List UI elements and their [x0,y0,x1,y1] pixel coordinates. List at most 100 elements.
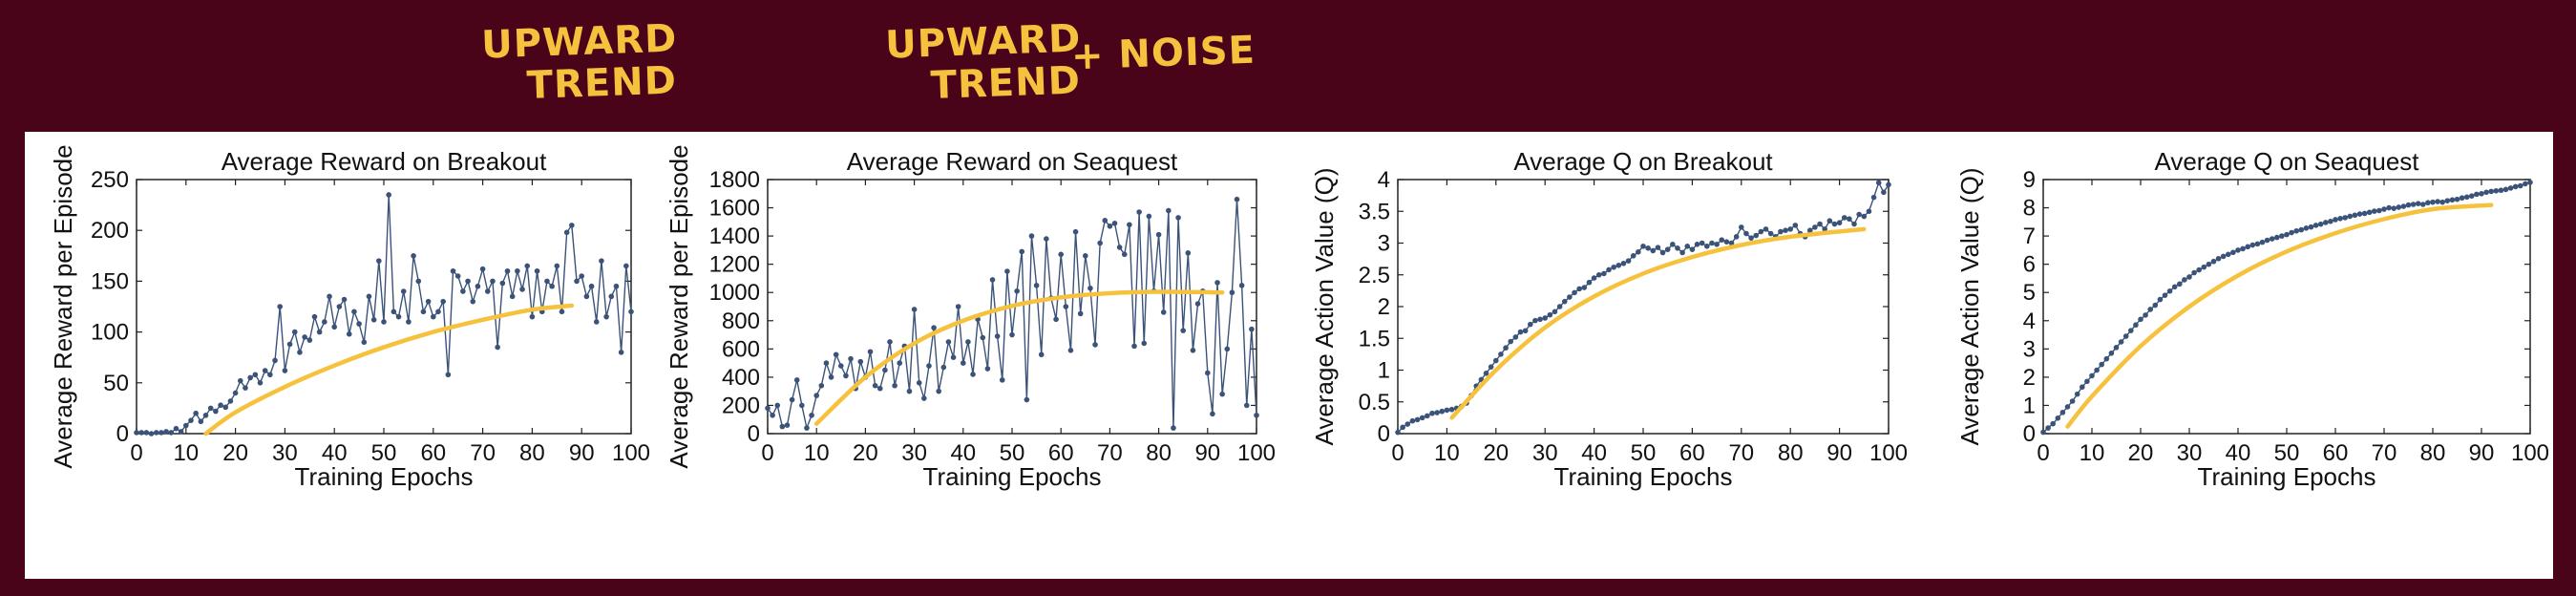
x-tick-label: 100 [1869,440,1908,466]
data-point [297,350,303,355]
data-point [2396,204,2402,210]
data-point [1595,271,1602,278]
data-point [2108,350,2115,356]
y-tick-label: 4 [1378,167,1390,193]
chart-1: Average Reward on Breakout 0 10 20 30 40 50 60 7… [49,144,650,491]
data-point [415,278,422,285]
data-point [1636,249,1641,255]
y-tick-label: 0 [748,421,760,447]
data-point [198,418,204,425]
x-tick-label: 90 [2469,440,2495,466]
data-point [2113,345,2120,351]
annotation-line1: UPWARD [480,16,679,68]
data-point [628,309,634,315]
data-point [460,288,466,294]
data-point [1067,348,1074,353]
data-point [138,430,144,436]
data-point [2215,255,2222,262]
data-point [445,372,452,378]
data-point [2420,202,2426,207]
annotation-line1: UPWARD [884,16,1083,68]
data-point [134,430,139,436]
data-point [1831,221,1838,227]
data-point [2264,237,2270,244]
y-tick-label: 50 [103,371,129,396]
x-tick-label: 30 [2177,440,2203,466]
data-point [618,350,624,355]
data-point [1058,251,1064,258]
x-tick-label: 10 [173,440,199,466]
data-point [252,372,259,378]
data-point [1664,246,1671,252]
data-point [857,358,864,365]
x-tick-label: 30 [1532,440,1558,466]
data-point [386,192,391,198]
y-tick-label: 200 [722,393,760,418]
x-tick-label: 100 [2511,440,2549,466]
x-tick-label: 40 [322,440,348,466]
data-point [804,425,810,431]
data-point [2333,217,2338,223]
y-tick-label: 1600 [709,196,760,222]
data-point [2430,199,2436,205]
data-point [1044,236,1049,242]
data-point [793,377,800,383]
data-point [1019,248,1025,255]
data-point [1087,285,1093,291]
y-tick-label: 0 [2023,421,2036,447]
y-tick-label: 5 [2023,280,2036,306]
data-point [549,283,555,289]
data-point [243,385,248,391]
data-point [291,329,298,335]
data-point [356,321,362,327]
data-point [1171,425,1176,431]
data-point [2507,185,2514,191]
data-point [282,368,288,373]
data-point [2162,292,2168,298]
data-point [2220,253,2227,260]
data-point [1806,227,1813,233]
chart-title: Average Q on Breakout [1513,147,1773,176]
data-point [213,408,219,415]
data-point [2493,188,2500,194]
data-point [406,319,412,325]
data-point [588,283,595,289]
data-point [1689,246,1696,252]
data-point [2279,233,2285,239]
data-point [2449,197,2456,203]
data-point [1532,317,1538,324]
data-point [1625,258,1632,264]
data-point [1767,230,1774,237]
y-tick-label: 4 [2023,309,2036,334]
data-point [916,380,922,386]
data-point [2356,211,2363,217]
data-point [524,263,531,269]
data-point [848,355,854,362]
x-axis-label: Training Epochs [1554,462,1733,491]
data-point [2171,284,2178,290]
data-point [1817,221,1823,227]
series-line [137,194,632,435]
x-tick-label: 50 [2274,440,2300,466]
y-axis-label: Average Reward per Episode [665,144,693,468]
data-point [178,429,184,435]
data-point [479,266,486,272]
data-point [2122,333,2129,339]
data-point [1483,371,1489,376]
data-point [1655,245,1661,250]
data-point [2196,266,2202,273]
data-point [435,309,441,315]
data-point [980,334,986,341]
data-point [1444,407,1450,414]
data-point [970,372,976,377]
data-point [906,388,913,394]
y-tick-label: 6 [2023,252,2036,278]
data-point [1522,328,1529,334]
x-tick-label: 50 [1000,440,1025,466]
data-point [921,395,927,401]
data-point [838,363,844,369]
data-point [950,354,957,360]
data-point [163,429,169,435]
x-tick-label: 70 [470,440,496,466]
x-tick-label: 60 [1048,440,1074,466]
